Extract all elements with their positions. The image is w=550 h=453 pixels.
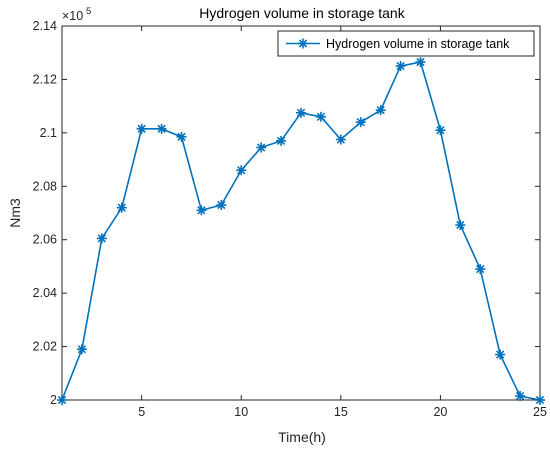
y-tick-label: 2.08 [33,179,57,193]
legend-marker [298,38,308,49]
data-point [315,111,326,122]
data-point [435,125,446,136]
data-point [176,131,187,142]
x-tick-label: 15 [334,405,348,419]
y-multiplier-base: ×10 [62,9,83,23]
x-tick-label: 20 [433,405,447,419]
chart-title: Hydrogen volume in storage tank [199,5,405,21]
data-point [236,165,247,176]
y-tick-label: 2 [50,393,57,407]
data-point [535,395,545,405]
y-axis-multiplier: ×10 5 [62,6,91,23]
x-tick-label: 10 [234,405,248,419]
legend: Hydrogen volume in storage tank [277,30,535,57]
data-point [156,123,167,134]
x-tick-label: 5 [138,405,145,419]
plot-area [61,25,541,401]
x-axis-label: Time(h) [278,429,326,445]
legend-box [277,30,535,57]
y-tick-label: 2.06 [33,233,57,247]
x-tick-label: 25 [533,405,547,419]
y-axis-label: Nm3 [7,198,23,228]
data-point [415,57,426,68]
y-multiplier-exponent: 5 [86,6,91,17]
data-point [216,199,227,210]
data-point [475,264,486,275]
y-tick-label: 2.14 [33,19,57,33]
data-point [515,390,526,401]
data-point [76,344,87,355]
data-point [196,205,207,216]
y-tick-label: 2.02 [33,340,57,354]
data-point [276,135,287,146]
data-point [355,117,366,128]
data-point [375,105,386,116]
y-tick-label: 2.12 [33,72,57,86]
data-point [395,61,406,72]
data-point [116,202,127,213]
data-point [455,220,466,231]
data-point [96,233,107,244]
legend-label: Hydrogen volume in storage tank [326,37,510,51]
data-point [256,142,267,153]
data-point [57,395,67,405]
data-point [296,107,306,118]
data-point [495,349,506,360]
data-point [136,123,147,134]
data-point [335,134,346,145]
y-tick-label: 2.04 [33,286,57,300]
y-tick-label: 2.1 [40,126,57,140]
